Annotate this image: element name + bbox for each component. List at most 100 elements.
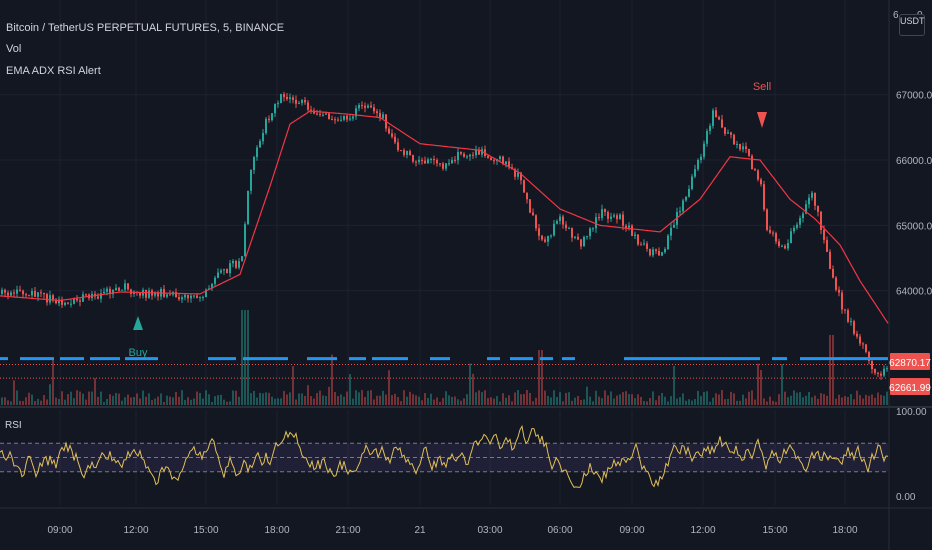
candle-body (634, 234, 636, 236)
volume-bar (40, 400, 42, 405)
volume-bar (427, 397, 429, 405)
volume-bar (622, 392, 624, 405)
buy-signal-label: Buy (129, 347, 148, 359)
candle-body (325, 113, 327, 115)
volume-bar (865, 394, 867, 405)
candle-body (433, 159, 435, 161)
volume-bar (439, 401, 441, 405)
candle-body (349, 118, 351, 120)
price-tick-label: 66000.00 (896, 156, 932, 167)
volume-bar (862, 398, 864, 405)
candle-body (859, 336, 861, 344)
candle-body (805, 204, 807, 214)
volume-bar (286, 394, 288, 405)
volume-bar (655, 400, 657, 405)
indicator-legend[interactable]: EMA ADX RSI Alert (6, 65, 101, 77)
volume-bar (307, 385, 309, 405)
candle-body (79, 300, 81, 302)
volume-bar (691, 400, 693, 405)
volume-bar (589, 396, 591, 405)
candle-body (28, 295, 30, 297)
volume-bar (73, 398, 75, 405)
candle-body (787, 243, 789, 249)
candle-body (652, 249, 654, 256)
candle-body (538, 228, 540, 236)
candle-body (598, 217, 600, 219)
volume-bar (397, 396, 399, 405)
volume-bar (157, 396, 159, 405)
volume-bar (142, 390, 144, 405)
candle-body (397, 142, 399, 151)
candle-body (451, 159, 453, 164)
volume-bar (391, 395, 393, 405)
volume-bar (22, 400, 24, 405)
volume-bar (538, 350, 540, 405)
candle-body (868, 351, 870, 361)
candle-body (121, 289, 123, 291)
candle-body (223, 269, 225, 271)
candle-body (1, 289, 3, 294)
symbol-title[interactable]: Bitcoin / TetherUS PERPETUAL FUTURES, 5,… (6, 22, 285, 34)
candle-body (871, 360, 873, 370)
volume-bar (697, 390, 699, 405)
volume-bar (859, 395, 861, 405)
candle-body (334, 119, 336, 121)
candle-body (454, 159, 456, 161)
candle-body (838, 289, 840, 293)
candle-body (370, 105, 372, 108)
rsi-tick-label: 0.00 (896, 492, 916, 503)
candle-body (715, 110, 717, 118)
volume-bar (283, 391, 285, 405)
candle-body (103, 291, 105, 294)
volume-bar (403, 390, 405, 405)
candle-body (358, 105, 360, 109)
candle-body (700, 156, 702, 161)
candle-body (340, 119, 342, 121)
candle-body (478, 149, 480, 155)
volume-bar (868, 395, 870, 405)
candle-body (613, 215, 615, 217)
volume-bar (196, 391, 198, 405)
candle-body (661, 252, 663, 256)
volume-bar (328, 386, 330, 405)
candle-body (460, 151, 462, 154)
candle-body (844, 309, 846, 311)
volume-bar (646, 401, 648, 405)
volume-bar (175, 392, 177, 405)
volume-bar (124, 397, 126, 405)
volume-bar (766, 401, 768, 405)
volume-bar (709, 401, 711, 405)
volume-bar (256, 397, 258, 405)
candle-body (586, 236, 588, 238)
candle-body (679, 211, 681, 213)
candle-body (865, 344, 867, 352)
volume-bar (37, 398, 39, 405)
volume-bar (832, 335, 834, 405)
currency-button[interactable]: USDT (899, 14, 925, 36)
candle-body (190, 295, 192, 299)
candle-body (352, 116, 354, 119)
volume-bar (343, 396, 345, 405)
volume-bar (319, 390, 321, 405)
volume-bar (253, 390, 255, 405)
candle-body (55, 299, 57, 304)
volume-bar (670, 396, 672, 405)
candle-body (595, 217, 597, 229)
candlestick-series (1, 91, 888, 380)
volume-bar (658, 395, 660, 405)
volume-bar (502, 393, 504, 405)
time-tick-label: 12:00 (123, 525, 148, 536)
volume-bar (724, 399, 726, 405)
volume-bar (640, 396, 642, 405)
volume-legend[interactable]: Vol (6, 43, 22, 55)
candle-body (802, 213, 804, 219)
candle-body (493, 160, 495, 162)
volume-bar (460, 400, 462, 405)
candle-body (706, 130, 708, 144)
candle-body (25, 294, 27, 296)
volume-bar (835, 398, 837, 405)
volume-bar (334, 392, 336, 405)
candle-body (820, 211, 822, 230)
buy-signal-arrow (133, 316, 143, 330)
